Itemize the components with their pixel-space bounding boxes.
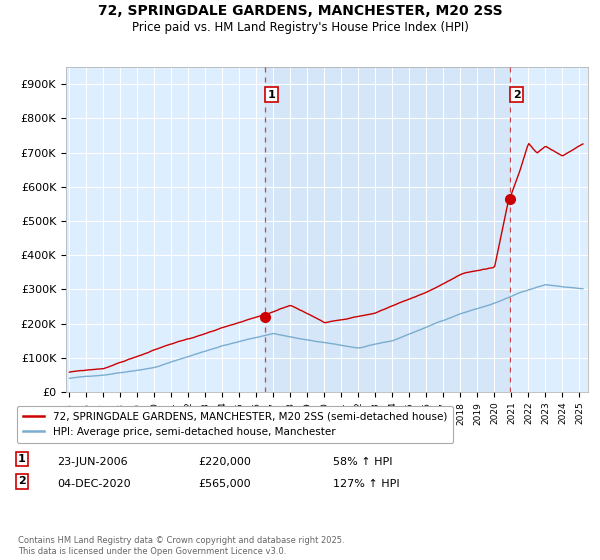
Text: £565,000: £565,000 — [198, 479, 251, 489]
Text: 58% ↑ HPI: 58% ↑ HPI — [333, 457, 392, 467]
Text: 127% ↑ HPI: 127% ↑ HPI — [333, 479, 400, 489]
Text: 23-JUN-2006: 23-JUN-2006 — [57, 457, 128, 467]
Text: £220,000: £220,000 — [198, 457, 251, 467]
Text: 72, SPRINGDALE GARDENS, MANCHESTER, M20 2SS: 72, SPRINGDALE GARDENS, MANCHESTER, M20 … — [98, 4, 502, 18]
Text: Contains HM Land Registry data © Crown copyright and database right 2025.
This d: Contains HM Land Registry data © Crown c… — [18, 536, 344, 556]
Text: 1: 1 — [268, 90, 275, 100]
Text: 04-DEC-2020: 04-DEC-2020 — [57, 479, 131, 489]
Legend: 72, SPRINGDALE GARDENS, MANCHESTER, M20 2SS (semi-detached house), HPI: Average : 72, SPRINGDALE GARDENS, MANCHESTER, M20 … — [17, 405, 453, 444]
Text: 1: 1 — [18, 454, 26, 464]
Text: 2: 2 — [512, 90, 520, 100]
Text: Price paid vs. HM Land Registry's House Price Index (HPI): Price paid vs. HM Land Registry's House … — [131, 21, 469, 34]
Text: 2: 2 — [18, 477, 26, 487]
Bar — [265, 67, 510, 392]
